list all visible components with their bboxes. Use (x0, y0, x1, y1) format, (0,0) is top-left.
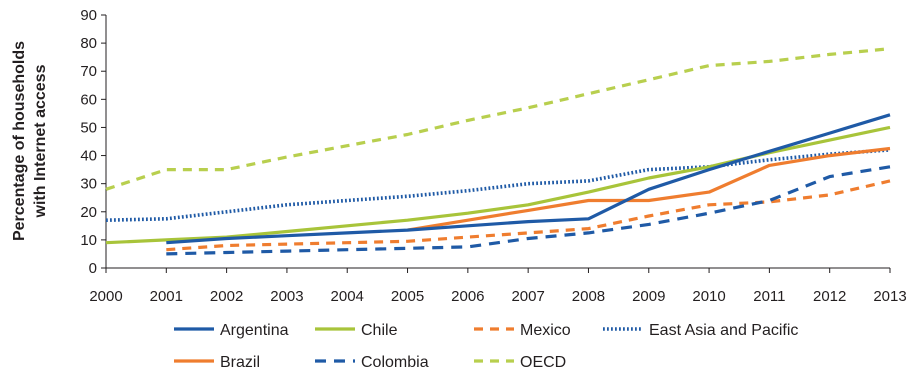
legend-label: Chile (361, 322, 398, 339)
legend-item-mexico: Mexico (474, 322, 571, 339)
legend-item-chile: Chile (315, 322, 398, 339)
legend-label: Argentina (220, 322, 289, 339)
x-tick-label: 2012 (813, 288, 846, 305)
legend-label: East Asia and Pacific (649, 322, 798, 339)
series-line-mexico (166, 179, 891, 252)
x-tick-label: 2006 (451, 288, 484, 305)
x-tick-label: 2013 (873, 288, 906, 305)
x-tick-label: 2000 (89, 288, 122, 305)
y-axis-label: Percentage of households with Internet a… (11, 41, 49, 241)
legend-item-argentina: Argentina (174, 322, 289, 339)
y-tick-label: 10 (80, 232, 97, 249)
y-tick-label: 90 (80, 7, 97, 24)
series-line-east-asia-and-pacific (105, 148, 891, 222)
x-tick-label: 2009 (632, 288, 665, 305)
y-tick-label: 0 (89, 260, 97, 277)
y-tick-label: 40 (80, 148, 97, 165)
y-tick-label: 30 (80, 176, 97, 193)
x-tick-label: 2008 (572, 288, 605, 305)
series-line-colombia (166, 165, 891, 256)
legend-item-oecd: OECD (474, 354, 566, 371)
series-line-chile (105, 125, 891, 245)
y-axis-label-line-1: Percentage of households (11, 41, 28, 241)
series-layer (105, 47, 891, 256)
legend-item-brazil: Brazil (174, 354, 260, 371)
y-tick-label: 80 (80, 35, 97, 52)
x-tick-label: 2005 (391, 288, 424, 305)
legend: Argentina Chile Mexico East Asia and Pacifi… (174, 322, 798, 371)
x-tick-label: 2007 (511, 288, 544, 305)
legend-label: Brazil (220, 354, 260, 371)
series-line-argentina (166, 113, 891, 245)
x-tick-label: 2002 (210, 288, 243, 305)
x-tick-label: 2011 (753, 288, 785, 305)
legend-label: Mexico (520, 322, 571, 339)
y-tick-label: 50 (80, 119, 97, 136)
x-tick-label: 2001 (150, 288, 183, 305)
series-line-oecd (105, 47, 891, 191)
legend-item-east-asia-and-pacific: East Asia and Pacific (603, 322, 798, 339)
legend-label: OECD (520, 354, 566, 371)
axes: 0 10 20 30 40 50 60 70 80 90 2000 2001 2002 2003 2004 2… (80, 7, 906, 305)
x-tick-label: 2003 (270, 288, 303, 305)
y-tick-label: 60 (80, 91, 97, 108)
y-tick-label: 70 (80, 63, 97, 80)
y-tick-label: 20 (80, 204, 97, 221)
series-line-brazil (407, 146, 891, 232)
legend-label: Colombia (361, 354, 429, 371)
x-tick-label: 2004 (331, 288, 364, 305)
y-axis-label-line-2: with Internet access (32, 64, 49, 218)
legend-item-colombia: Colombia (315, 354, 429, 371)
x-tick-label: 2010 (692, 288, 725, 305)
